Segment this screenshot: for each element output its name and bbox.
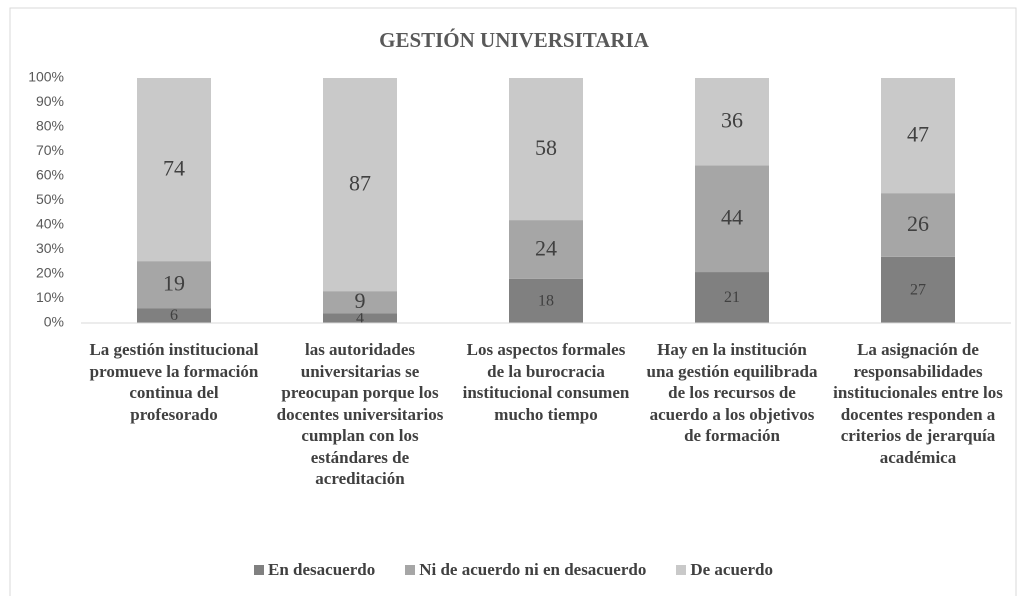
legend-label: De acuerdo: [690, 560, 773, 579]
data-label: 26: [907, 211, 929, 236]
x-tick-label: Los aspectos formales de la burocracia i…: [462, 340, 630, 424]
data-label: 44: [721, 205, 743, 230]
legend-label: Ni de acuerdo ni en desacuerdo: [419, 560, 647, 579]
data-label: 58: [535, 135, 557, 160]
y-tick-label: 10%: [36, 289, 64, 305]
y-tick-label: 50%: [36, 191, 64, 207]
bar-segment: [509, 278, 583, 323]
data-label: 18: [538, 293, 554, 310]
bar-segment: [323, 313, 397, 323]
y-tick-label: 0%: [44, 314, 64, 330]
chart-title: GESTIÓN UNIVERSITARIA: [379, 28, 650, 52]
y-tick-label: 90%: [36, 93, 64, 109]
bar-segment: [695, 78, 769, 166]
bar-segment: [137, 78, 211, 262]
x-tick-label: La gestión institucional promueve la for…: [89, 340, 259, 424]
y-tick-label: 60%: [36, 167, 64, 183]
data-label: 47: [907, 122, 929, 147]
data-label: 19: [163, 271, 185, 296]
bar-segment: [137, 261, 211, 309]
data-label: 24: [535, 236, 557, 261]
legend-item: En desacuerdo: [254, 560, 375, 580]
y-tick-label: 70%: [36, 142, 64, 158]
bar-segment: [695, 272, 769, 323]
y-tick-label: 30%: [36, 240, 64, 256]
legend-swatch: [254, 565, 264, 575]
data-label: 4: [356, 310, 364, 327]
bar-segment: [881, 256, 955, 323]
x-tick-label: las autoridades universitarias se preocu…: [276, 340, 444, 488]
legend: En desacuerdo Ni de acuerdo ni en desacue…: [0, 560, 1027, 580]
bar-segment: [509, 78, 583, 221]
data-label: 74: [163, 156, 185, 181]
data-label: 87: [349, 171, 371, 196]
bar-segment: [323, 291, 397, 314]
y-tick-label: 40%: [36, 216, 64, 232]
bar-segment: [137, 308, 211, 323]
y-tick-label: 80%: [36, 118, 64, 134]
legend-item: De acuerdo: [676, 560, 773, 580]
bar-segment: [695, 165, 769, 273]
data-label: 36: [721, 108, 743, 133]
data-label: 6: [170, 307, 178, 324]
data-label: 21: [724, 289, 740, 306]
x-tick-label: La asignación de responsabilidades insti…: [833, 340, 1003, 467]
data-label: 27: [910, 282, 926, 299]
legend-swatch: [676, 565, 687, 575]
chart-frame: [9, 7, 1017, 596]
bar-segment: [509, 220, 583, 279]
bar-segment: [323, 78, 397, 292]
bar-segment: [881, 78, 955, 194]
legend-label: En desacuerdo: [268, 560, 376, 579]
bar-segment: [881, 193, 955, 257]
x-tick-label: Hay en la institución una gestión equili…: [646, 340, 818, 445]
data-label: 9: [355, 288, 366, 313]
y-tick-label: 20%: [36, 265, 64, 281]
legend-item: Ni de acuerdo ni en desacuerdo: [405, 560, 646, 580]
y-tick-label: 100%: [28, 69, 64, 85]
legend-swatch: [405, 565, 416, 575]
